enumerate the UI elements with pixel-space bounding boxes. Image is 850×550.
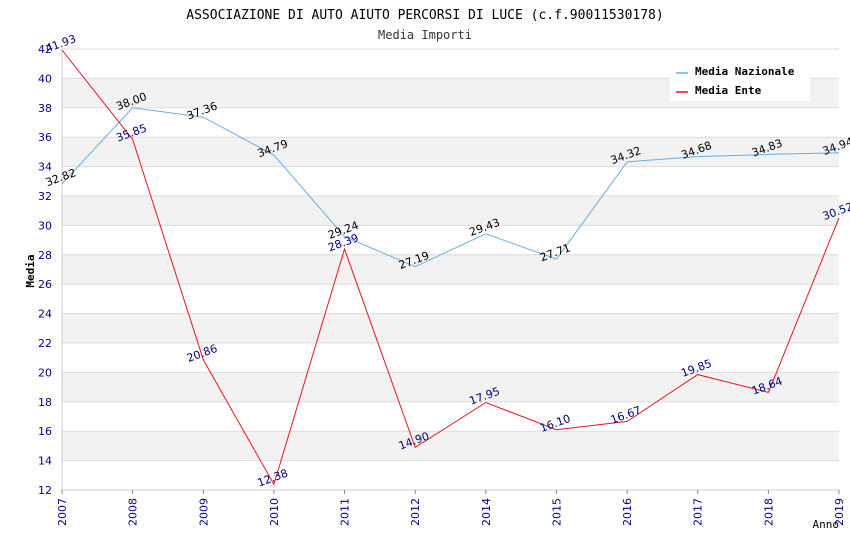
y-tick-label: 32 (38, 190, 52, 203)
y-tick-label: 38 (38, 102, 52, 115)
x-tick-label: 2009 (197, 498, 210, 526)
x-tick-label: 2015 (550, 498, 563, 526)
x-tick-label: 2010 (268, 498, 281, 526)
data-label: 12.38 (256, 467, 290, 490)
y-tick-label: 22 (38, 337, 52, 350)
legend: Media Nazionale Media Ente (670, 61, 810, 101)
x-tick-label: 2008 (127, 498, 140, 526)
x-tick-label: 2012 (409, 498, 422, 526)
legend-box (670, 61, 810, 101)
series-line-media-ente (61, 49, 840, 486)
y-tick-label: 24 (38, 308, 52, 321)
chart-title: ASSOCIAZIONE DI AUTO AIUTO PERCORSI DI L… (186, 8, 663, 23)
y-tick-label: 26 (38, 278, 52, 291)
y-tick-label: 36 (38, 131, 52, 144)
data-label: 16.67 (609, 404, 643, 427)
y-tick-label: 28 (38, 249, 52, 262)
y-tick-label: 14 (38, 455, 52, 468)
y-tick-label: 16 (38, 425, 52, 438)
y-tick-label: 34 (38, 161, 52, 174)
x-tick-label: 2017 (692, 498, 705, 526)
x-tick-labels: 2007 2008 2009 2010 2011 2012 2014 2015 2016 2017… (56, 498, 846, 526)
grid-band (62, 137, 839, 167)
grid-band (62, 313, 839, 343)
y-tick-labels: 12 14 16 18 20 22 24 26 28 30 32 34 36 38 40 42 (38, 43, 52, 497)
y-tick-label: 42 (38, 43, 52, 56)
data-label: 20.86 (185, 342, 219, 365)
x-tick-label: 2016 (621, 498, 634, 526)
y-tick-label: 40 (38, 72, 52, 85)
legend-label-media-nazionale: Media Nazionale (695, 65, 795, 78)
grid-band (62, 196, 839, 226)
chart-subtitle: Media Importi (378, 28, 472, 42)
y-tick-label: 30 (38, 219, 52, 232)
x-tick-label: 2019 (833, 498, 846, 526)
grid-band (62, 254, 839, 285)
grid-band (62, 431, 839, 461)
y-tick-label: 20 (38, 366, 52, 379)
x-tick-label: 2007 (56, 498, 69, 526)
y-tick-label: 12 (38, 484, 52, 497)
grid-band (62, 372, 839, 402)
x-tick-label: 2018 (762, 498, 775, 526)
x-tick-label: 2011 (339, 498, 352, 526)
x-axis-label: Anno (813, 518, 840, 531)
series-lines (61, 49, 840, 486)
axes (61, 49, 840, 494)
data-label: 41.93 (44, 32, 78, 55)
series-line-media-nazionale (61, 107, 840, 268)
x-tick-label: 2014 (480, 498, 493, 526)
y-tick-label: 18 (38, 396, 52, 409)
legend-label-media-ente: Media Ente (695, 84, 762, 97)
grid-lines (62, 48, 839, 491)
grid-bands (62, 78, 839, 461)
y-axis-label: Media (24, 254, 37, 287)
